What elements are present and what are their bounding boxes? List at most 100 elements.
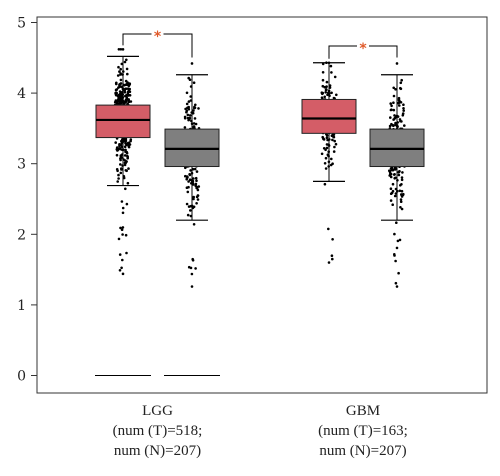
data-point-min bbox=[395, 285, 399, 288]
data-point bbox=[396, 239, 400, 243]
data-point bbox=[331, 133, 335, 136]
y-tick-label: 2 bbox=[17, 227, 26, 243]
data-point bbox=[190, 272, 194, 276]
data-point bbox=[119, 78, 123, 82]
data-point bbox=[125, 67, 129, 71]
data-point bbox=[194, 122, 198, 126]
data-point bbox=[119, 155, 123, 159]
data-point bbox=[325, 136, 329, 140]
data-point bbox=[123, 89, 126, 92]
data-point bbox=[128, 83, 131, 86]
data-point bbox=[394, 281, 398, 285]
data-point bbox=[119, 48, 123, 51]
data-point bbox=[116, 180, 119, 183]
data-point bbox=[195, 202, 198, 205]
data-point bbox=[120, 167, 123, 170]
data-point bbox=[192, 195, 195, 199]
data-point bbox=[120, 85, 123, 88]
data-point bbox=[323, 182, 327, 186]
data-point bbox=[117, 177, 120, 180]
data-point bbox=[129, 138, 133, 141]
data-point bbox=[331, 238, 334, 241]
data-point bbox=[123, 102, 126, 105]
data-point bbox=[126, 72, 129, 76]
data-point bbox=[192, 223, 196, 226]
data-point bbox=[194, 182, 198, 186]
data-point-max bbox=[395, 62, 399, 65]
data-point bbox=[389, 199, 393, 202]
data-point bbox=[118, 83, 121, 86]
jitter-points bbox=[113, 48, 408, 288]
data-point bbox=[117, 173, 120, 177]
data-point bbox=[391, 123, 395, 127]
data-point bbox=[335, 93, 338, 97]
data-point bbox=[187, 185, 190, 189]
data-point bbox=[333, 145, 336, 149]
data-point bbox=[194, 267, 197, 270]
data-point bbox=[330, 71, 333, 74]
data-point bbox=[392, 86, 396, 90]
data-point bbox=[398, 118, 402, 121]
boxes bbox=[95, 55, 425, 376]
category-label-line: (num (T)=163; bbox=[318, 423, 408, 439]
data-point bbox=[324, 156, 328, 160]
data-point bbox=[194, 103, 197, 107]
data-point bbox=[184, 166, 187, 170]
significance-brackets: ** bbox=[122, 29, 398, 59]
data-point bbox=[388, 169, 391, 172]
data-point bbox=[187, 117, 191, 120]
significance-star: * bbox=[359, 41, 367, 57]
data-point bbox=[188, 178, 192, 181]
data-point bbox=[330, 254, 334, 257]
data-point bbox=[320, 96, 324, 99]
data-point bbox=[185, 102, 189, 106]
category-label-line: num (N)=207) bbox=[114, 443, 201, 459]
data-point bbox=[394, 123, 397, 127]
data-point bbox=[188, 114, 192, 117]
plot-frame bbox=[36, 16, 488, 394]
data-point bbox=[395, 221, 398, 224]
data-point bbox=[323, 85, 327, 89]
data-point bbox=[183, 116, 187, 120]
data-point bbox=[399, 81, 403, 85]
y-tick-label: 3 bbox=[17, 157, 26, 173]
data-point bbox=[187, 205, 191, 208]
data-point bbox=[191, 259, 195, 262]
data-point bbox=[323, 162, 327, 165]
data-point bbox=[118, 269, 122, 272]
significance-star: * bbox=[154, 29, 162, 45]
data-point bbox=[183, 126, 187, 129]
data-point bbox=[123, 154, 127, 157]
data-point bbox=[398, 99, 401, 102]
data-point bbox=[185, 109, 189, 113]
data-point bbox=[128, 90, 132, 94]
data-point bbox=[323, 95, 327, 99]
data-point bbox=[398, 238, 402, 242]
data-point bbox=[127, 167, 130, 170]
data-point bbox=[325, 143, 329, 146]
data-point bbox=[126, 156, 129, 160]
data-point bbox=[125, 251, 128, 255]
data-point bbox=[392, 108, 396, 112]
data-point bbox=[125, 83, 129, 86]
data-point bbox=[334, 142, 338, 146]
data-point bbox=[118, 85, 121, 88]
data-point bbox=[395, 246, 399, 250]
data-point bbox=[397, 173, 401, 177]
category-label-line: (num (T)=518; bbox=[113, 423, 203, 439]
data-point bbox=[189, 209, 192, 212]
data-point bbox=[115, 81, 118, 85]
data-point bbox=[122, 176, 126, 180]
data-point bbox=[115, 147, 119, 150]
data-point bbox=[193, 167, 197, 171]
data-point bbox=[193, 106, 196, 110]
data-point bbox=[186, 213, 190, 217]
data-point bbox=[114, 141, 117, 144]
data-point bbox=[390, 104, 393, 108]
data-point bbox=[192, 197, 195, 201]
tumor-box bbox=[95, 104, 151, 139]
data-point bbox=[326, 153, 330, 156]
data-point bbox=[191, 111, 195, 115]
data-point bbox=[125, 99, 128, 102]
